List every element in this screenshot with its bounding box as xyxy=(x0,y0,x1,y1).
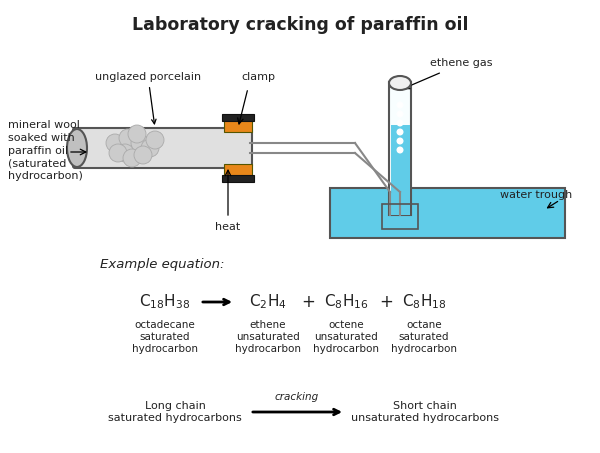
FancyBboxPatch shape xyxy=(391,125,409,215)
FancyBboxPatch shape xyxy=(330,188,565,238)
Text: ethene gas: ethene gas xyxy=(430,58,493,68)
Text: $\mathregular{C_{8}H_{18}}$: $\mathregular{C_{8}H_{18}}$ xyxy=(402,293,446,311)
Text: Long chain
saturated hydrocarbons: Long chain saturated hydrocarbons xyxy=(108,401,242,423)
FancyBboxPatch shape xyxy=(224,164,252,177)
Text: $\mathregular{C_{8}H_{16}}$: $\mathregular{C_{8}H_{16}}$ xyxy=(324,293,368,311)
FancyBboxPatch shape xyxy=(389,82,411,215)
Text: octene
unsaturated
hydrocarbon: octene unsaturated hydrocarbon xyxy=(313,320,379,354)
Circle shape xyxy=(106,134,124,152)
FancyBboxPatch shape xyxy=(222,114,254,121)
Ellipse shape xyxy=(67,129,87,167)
FancyBboxPatch shape xyxy=(73,128,252,168)
Circle shape xyxy=(397,102,403,108)
Circle shape xyxy=(119,129,137,147)
Text: unglazed porcelain: unglazed porcelain xyxy=(95,72,201,124)
Text: $\mathregular{C_{18}H_{38}}$: $\mathregular{C_{18}H_{38}}$ xyxy=(139,293,191,311)
Text: octadecane
saturated
hydrocarbon: octadecane saturated hydrocarbon xyxy=(132,320,198,354)
Text: water trough: water trough xyxy=(500,190,572,200)
Text: ethene
unsaturated
hydrocarbon: ethene unsaturated hydrocarbon xyxy=(235,320,301,354)
Circle shape xyxy=(397,120,403,126)
Circle shape xyxy=(397,138,403,144)
Text: cracking: cracking xyxy=(275,392,319,402)
Text: clamp: clamp xyxy=(241,72,275,82)
Circle shape xyxy=(146,131,164,149)
Circle shape xyxy=(131,134,149,152)
Text: octane
saturated
hydrocarbon: octane saturated hydrocarbon xyxy=(391,320,457,354)
FancyBboxPatch shape xyxy=(224,119,252,132)
Text: Example equation:: Example equation: xyxy=(100,258,224,271)
Text: mineral wool
soaked with
paraffin oil
(saturated
hydrocarbon): mineral wool soaked with paraffin oil (s… xyxy=(8,120,83,181)
Circle shape xyxy=(397,111,403,117)
Text: heat: heat xyxy=(215,222,241,232)
Circle shape xyxy=(397,129,403,135)
Text: +: + xyxy=(379,293,393,311)
FancyBboxPatch shape xyxy=(222,175,254,182)
Text: +: + xyxy=(301,293,315,311)
Circle shape xyxy=(109,144,127,162)
Circle shape xyxy=(116,144,134,162)
Text: Short chain
unsaturated hydrocarbons: Short chain unsaturated hydrocarbons xyxy=(351,401,499,423)
Circle shape xyxy=(123,149,141,167)
Circle shape xyxy=(134,146,152,164)
Circle shape xyxy=(128,125,146,143)
Circle shape xyxy=(397,147,403,153)
Ellipse shape xyxy=(389,76,411,90)
Text: $\mathregular{C_{2}H_{4}}$: $\mathregular{C_{2}H_{4}}$ xyxy=(249,293,287,311)
Circle shape xyxy=(141,139,159,157)
Text: Laboratory cracking of paraffin oil: Laboratory cracking of paraffin oil xyxy=(132,16,468,34)
